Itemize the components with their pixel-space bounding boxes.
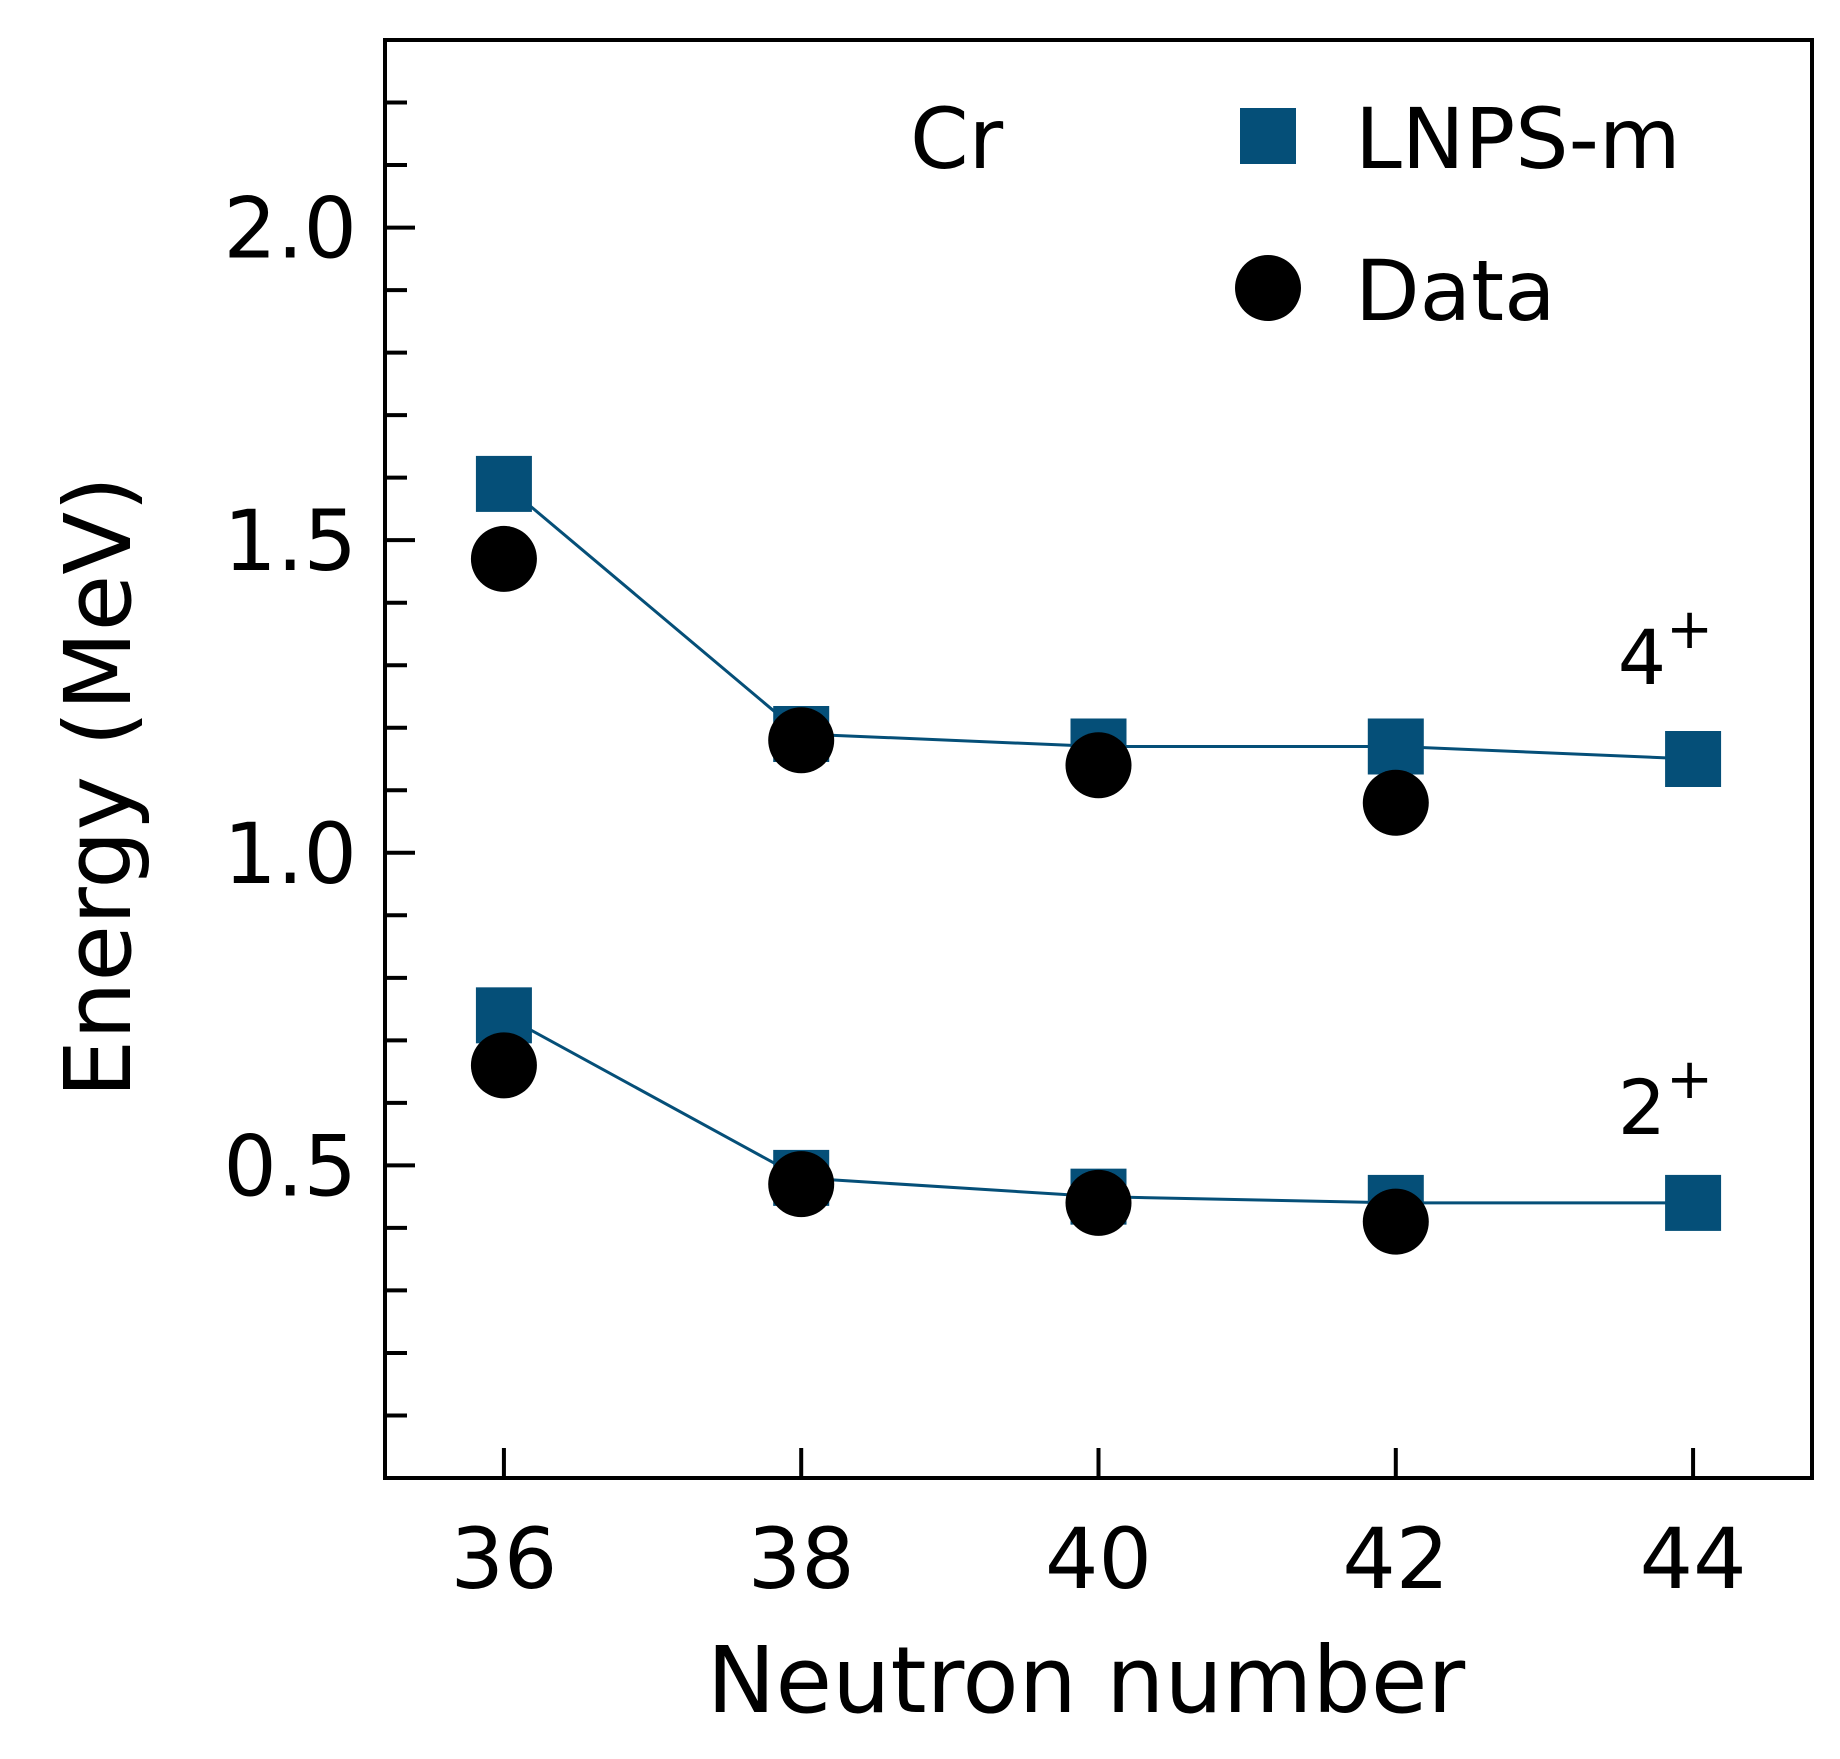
data-point-square xyxy=(1665,731,1722,787)
y-tick-label: 2.0 xyxy=(223,180,357,278)
data-point-circle xyxy=(1065,1169,1132,1236)
data-point-circle xyxy=(1362,769,1429,836)
state-label-4plus-sup: + xyxy=(1666,597,1713,662)
y-tick-label: 1.0 xyxy=(223,805,357,903)
data-point-circle xyxy=(1065,732,1132,799)
data-point-circle xyxy=(768,707,835,774)
data-point-circle xyxy=(470,525,537,592)
x-tick-label: 44 xyxy=(1640,1510,1747,1608)
series-line-lnps-m-4plus xyxy=(502,482,1694,761)
y-axis-title: Energy (MeV) xyxy=(45,476,152,1098)
x-axis-title: Neutron number xyxy=(707,1627,1466,1734)
data-point-square xyxy=(1367,718,1424,775)
data-point-circle xyxy=(470,1032,537,1099)
data-point-circle xyxy=(768,1151,835,1218)
y-tick-label: 1.5 xyxy=(223,492,357,590)
state-label-2plus-base: 2 xyxy=(1618,1063,1666,1152)
state-label-4plus: 4+ xyxy=(1618,597,1713,702)
state-labels: 4+ 2+ xyxy=(1618,597,1713,1152)
state-label-2plus-sup: + xyxy=(1666,1047,1713,1112)
x-tick-label: 38 xyxy=(748,1510,855,1608)
legend: LNPS-m Data xyxy=(1235,90,1681,340)
data-point-circle xyxy=(1362,1188,1429,1255)
legend-data-label: Data xyxy=(1355,242,1556,340)
series-markers xyxy=(470,455,1722,1255)
legend-lnps-m-marker xyxy=(1240,108,1296,164)
y-tick-label: 0.5 xyxy=(223,1117,357,1215)
x-tick-label: 40 xyxy=(1045,1510,1152,1608)
x-tick-label: 36 xyxy=(450,1510,557,1608)
element-label: Cr xyxy=(910,90,1004,188)
state-label-2plus: 2+ xyxy=(1618,1047,1713,1152)
legend-lnps-m-label: LNPS-m xyxy=(1355,90,1681,188)
data-point-square xyxy=(475,455,532,512)
state-label-4plus-base: 4 xyxy=(1618,613,1666,702)
series-lines xyxy=(502,482,1694,1205)
data-point-square xyxy=(1665,1174,1722,1231)
y-axis-ticks: 0.5 1.0 1.5 2.0 xyxy=(223,100,415,1418)
legend-data-marker xyxy=(1235,255,1301,321)
x-axis-ticks: 36 38 40 42 44 xyxy=(450,1448,1747,1608)
x-tick-label: 42 xyxy=(1342,1510,1449,1608)
